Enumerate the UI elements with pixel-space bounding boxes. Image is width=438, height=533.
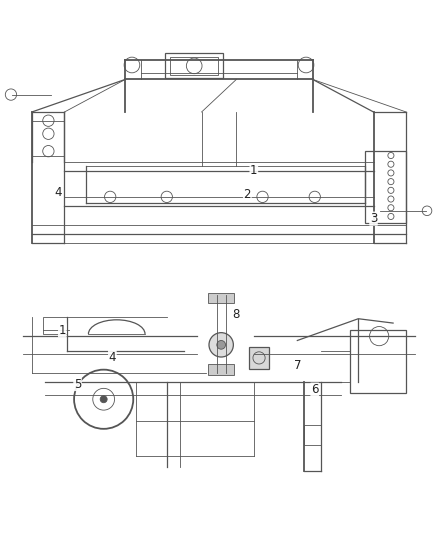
Text: 5: 5 (74, 377, 81, 391)
Bar (170, 56, 218, 75)
Bar (165, 53, 223, 78)
Bar (365, 151, 406, 223)
Text: 8: 8 (233, 308, 240, 321)
Circle shape (209, 333, 233, 357)
Bar (350, 329, 406, 393)
Circle shape (100, 396, 107, 403)
Text: 1: 1 (250, 164, 258, 177)
Text: 4: 4 (54, 186, 62, 199)
Bar (304, 425, 321, 445)
Text: 7: 7 (293, 359, 301, 372)
Text: 6: 6 (311, 383, 318, 396)
Text: 3: 3 (370, 212, 377, 225)
Bar (208, 365, 234, 375)
Circle shape (217, 341, 226, 349)
Bar (250, 347, 269, 369)
Text: 4: 4 (109, 351, 116, 364)
Text: 1: 1 (59, 324, 66, 337)
Bar (32, 120, 64, 156)
Text: 2: 2 (244, 188, 251, 201)
Bar (43, 318, 67, 334)
Bar (208, 293, 234, 303)
